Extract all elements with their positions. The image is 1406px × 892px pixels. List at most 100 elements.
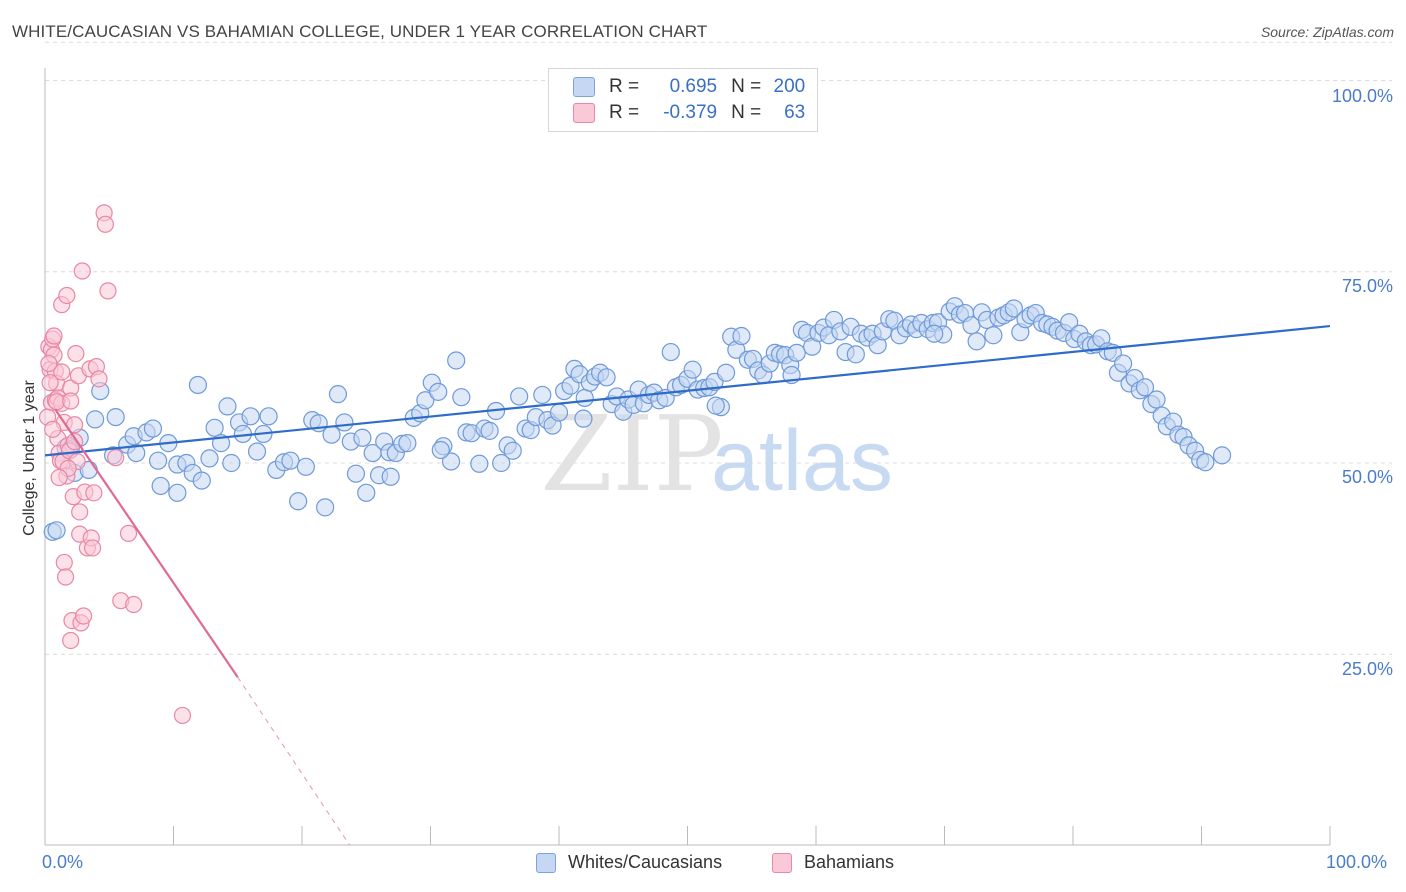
- data-point: [71, 503, 89, 521]
- series-swatch-pink: [772, 852, 792, 873]
- x-tick-0: 0.0%: [42, 852, 84, 872]
- legend-r-label: R =: [609, 102, 640, 123]
- data-point: [55, 553, 73, 572]
- data-point: [296, 457, 315, 476]
- data-point: [429, 382, 448, 401]
- data-point: [106, 408, 125, 427]
- data-point: [83, 539, 102, 557]
- data-point: [86, 410, 105, 429]
- data-point: [259, 407, 278, 426]
- data-point: [597, 368, 616, 387]
- trendline-bahamians: [54, 408, 239, 678]
- data-point: [431, 440, 450, 460]
- data-point: [281, 451, 300, 470]
- data-point: [683, 360, 702, 379]
- data-point: [67, 345, 85, 363]
- data-point: [322, 425, 341, 444]
- data-point: [65, 432, 84, 451]
- legend-n-value-bahamians: 63: [784, 102, 806, 123]
- legend-r-value-bahamians: -0.379: [663, 102, 718, 123]
- data-point: [127, 443, 146, 463]
- data-point: [58, 286, 76, 305]
- data-point: [533, 385, 552, 405]
- data-point: [480, 421, 499, 440]
- data-point: [1196, 453, 1215, 472]
- series-label-whites: Whites/Caucasians: [568, 852, 723, 872]
- data-point: [241, 407, 260, 426]
- data-point: [353, 428, 372, 447]
- legend-n-label: N =: [731, 76, 762, 97]
- series-legend-whites[interactable]: Whites/Caucasians: [536, 852, 722, 873]
- data-point: [148, 451, 168, 470]
- data-point: [510, 387, 529, 406]
- data-point: [1114, 354, 1133, 373]
- legend-n-label: N =: [731, 102, 762, 123]
- data-point: [62, 631, 80, 650]
- y-tick-25: 25.0%: [1341, 659, 1393, 679]
- data-point: [50, 468, 68, 487]
- data-point: [787, 343, 806, 362]
- data-point: [143, 419, 163, 438]
- source-credit: Source: ZipAtlas.com: [1260, 24, 1394, 40]
- trendline-bahamians-extrapolated: [237, 676, 351, 846]
- y-tick-100: 100.0%: [1331, 86, 1393, 106]
- legend-r-label: R =: [609, 76, 640, 97]
- data-point: [1212, 446, 1232, 465]
- data-point: [381, 467, 400, 486]
- data-point: [125, 595, 143, 614]
- data-point: [447, 351, 466, 370]
- data-point: [575, 388, 594, 408]
- data-point: [40, 354, 58, 373]
- data-point: [192, 471, 211, 490]
- legend-swatch-blue: [573, 77, 595, 97]
- data-point: [188, 375, 208, 395]
- data-point: [846, 345, 865, 364]
- data-point: [56, 568, 75, 586]
- data-point: [247, 442, 267, 461]
- watermark-atlas: atlas: [711, 413, 893, 509]
- y-tick-75: 75.0%: [1341, 276, 1393, 296]
- data-point: [416, 391, 435, 410]
- data-point: [470, 454, 489, 473]
- data-point: [503, 441, 522, 460]
- data-point: [452, 388, 471, 407]
- data-point: [90, 370, 108, 388]
- data-point: [661, 342, 680, 362]
- series-legend-bahamians[interactable]: Bahamians: [772, 852, 894, 873]
- data-point: [74, 607, 93, 625]
- data-point: [492, 453, 511, 473]
- data-point: [1135, 378, 1155, 397]
- data-point: [218, 397, 237, 416]
- data-point: [732, 326, 751, 346]
- data-point: [85, 484, 103, 502]
- data-point: [41, 374, 59, 392]
- data-point: [967, 332, 986, 351]
- data-point: [62, 392, 80, 410]
- data-point: [47, 521, 66, 540]
- data-point: [357, 483, 376, 502]
- data-point: [45, 327, 63, 345]
- data-point: [328, 385, 348, 404]
- data-point: [398, 434, 417, 453]
- data-point: [441, 452, 461, 471]
- data-point: [96, 215, 114, 233]
- data-point: [1060, 313, 1079, 332]
- data-point: [335, 413, 354, 432]
- series-legend: Whites/Caucasians Bahamians: [0, 852, 1406, 878]
- data-point: [716, 363, 736, 382]
- data-point: [289, 492, 308, 511]
- legend-swatch-pink: [573, 103, 595, 123]
- legend-row-bahamians: R = -0.379 N = 63: [573, 101, 805, 125]
- data-point: [168, 483, 187, 502]
- data-point: [99, 282, 117, 300]
- data-point: [200, 449, 219, 468]
- data-point: [1004, 299, 1023, 318]
- series-swatch-blue: [536, 852, 556, 873]
- data-point: [107, 449, 125, 467]
- series-label-bahamians: Bahamians: [804, 852, 895, 872]
- watermark: ZIP atlas: [540, 393, 893, 515]
- data-point: [44, 420, 62, 438]
- y-tick-50: 50.0%: [1341, 467, 1393, 487]
- x-tick-100: 100.0%: [1326, 852, 1388, 872]
